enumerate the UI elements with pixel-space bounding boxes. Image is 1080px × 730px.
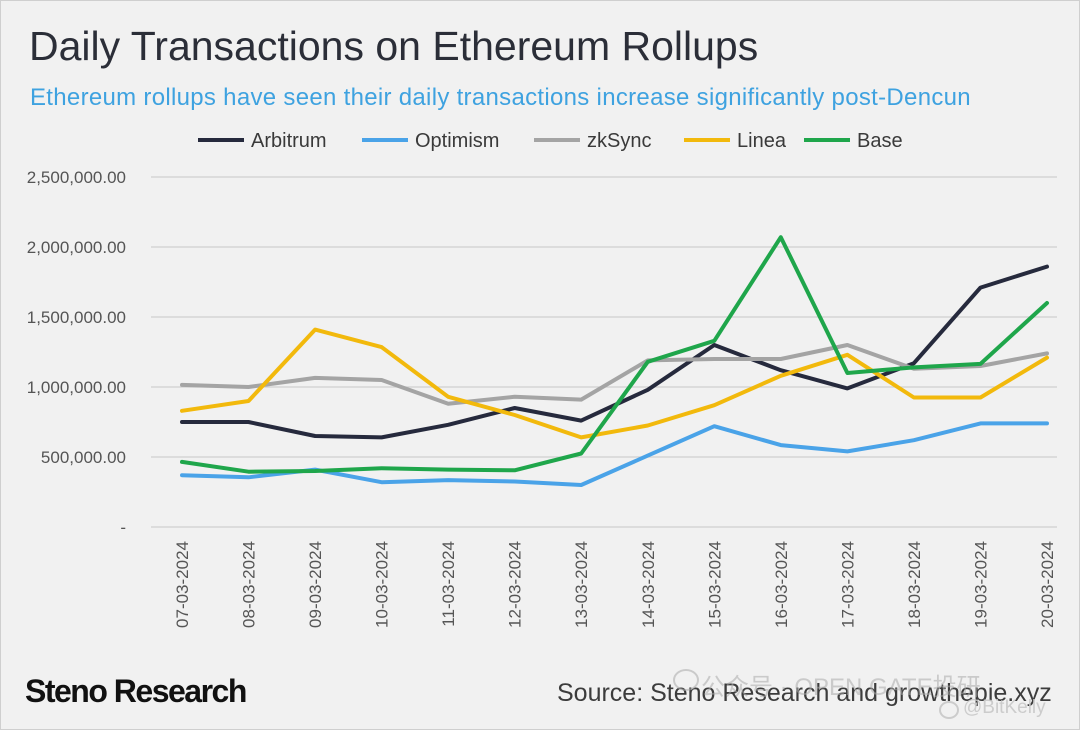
series-line-base xyxy=(180,235,1049,474)
x-tick-label: 13-03-2024 xyxy=(572,541,591,628)
x-tick-label: 12-03-2024 xyxy=(506,541,525,628)
x-axis-ticks: 07-03-2024 08-03-2024 09-03-2024 10-03-2024… xyxy=(173,541,1057,628)
chart-title: Daily Transactions on Ethereum Rollups xyxy=(29,23,759,69)
y-axis-ticks: - 500,000.00 1,000,000.00 1,500,000.00 2,000… xyxy=(27,168,126,537)
series-line-zksync xyxy=(180,343,1049,406)
weibo-watermark-icon xyxy=(939,701,959,719)
x-tick-label: 08-03-2024 xyxy=(240,541,259,628)
legend-label-optimism: Optimism xyxy=(415,130,499,152)
x-tick-label: 15-03-2024 xyxy=(705,541,724,628)
legend-label-zksync: zkSync xyxy=(587,130,651,152)
chart-subtitle: Ethereum rollups have seen their daily t… xyxy=(30,84,971,111)
y-tick-label: 1,500,000.00 xyxy=(27,308,126,327)
x-tick-label: 07-03-2024 xyxy=(173,541,192,628)
legend-label-base: Base xyxy=(857,130,903,152)
series-line-arbitrum xyxy=(180,264,1049,440)
y-tick-label: 1,000,000.00 xyxy=(27,378,126,397)
y-tick-label: 500,000.00 xyxy=(41,448,126,467)
source-note: Source: Steno Research and growthepie.xy… xyxy=(557,679,1052,707)
y-tick-label: 2,500,000.00 xyxy=(27,168,126,187)
y-tick-label: - xyxy=(120,518,126,537)
x-tick-label: 09-03-2024 xyxy=(306,541,325,628)
x-tick-label: 11-03-2024 xyxy=(439,541,458,627)
series-lines xyxy=(180,235,1049,487)
series-line-linea xyxy=(180,327,1049,440)
x-tick-label: 18-03-2024 xyxy=(905,541,924,628)
x-tick-label: 14-03-2024 xyxy=(639,541,658,628)
x-tick-label: 10-03-2024 xyxy=(373,541,392,628)
x-tick-label: 19-03-2024 xyxy=(971,541,990,628)
legend-label-linea: Linea xyxy=(737,130,787,152)
x-tick-label: 17-03-2024 xyxy=(838,541,857,628)
steno-research-logo: Steno Research xyxy=(25,673,247,709)
y-tick-label: 2,000,000.00 xyxy=(27,238,126,257)
watermark-text: 公众号 · OPEN GATE投研 xyxy=(701,674,981,701)
watermark-handle: @BitKelly xyxy=(963,697,1046,718)
x-tick-label: 20-03-2024 xyxy=(1038,541,1057,628)
x-tick-label: 16-03-2024 xyxy=(772,541,791,628)
wechat-watermark-icon xyxy=(673,669,699,691)
legend: Arbitrum Optimism zkSync Linea Base xyxy=(198,130,903,152)
legend-label-arbitrum: Arbitrum xyxy=(251,130,327,152)
